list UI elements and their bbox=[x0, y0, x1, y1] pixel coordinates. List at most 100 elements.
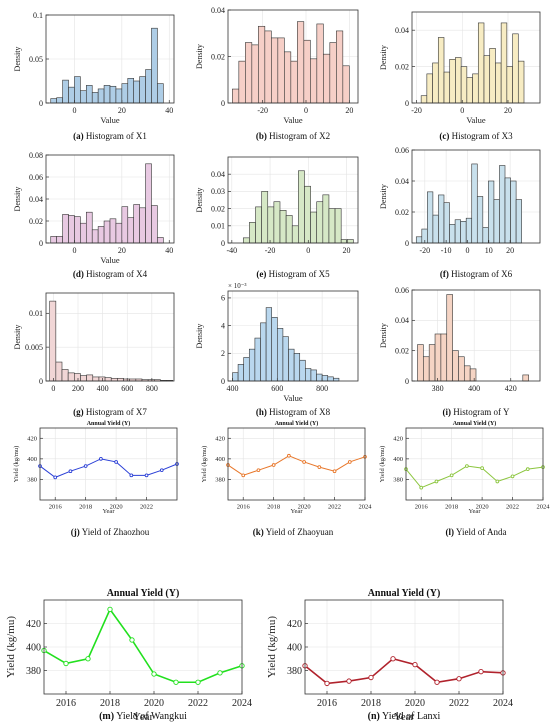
data-point bbox=[271, 463, 276, 467]
histogram-bar bbox=[437, 37, 445, 104]
x-tick-label: 2020 bbox=[110, 504, 123, 511]
data-point bbox=[390, 656, 396, 662]
panel-caption: (e) Histogram of X5 bbox=[256, 269, 330, 279]
histogram-bar bbox=[415, 236, 423, 244]
data-point bbox=[478, 669, 484, 675]
histogram-bar bbox=[476, 196, 484, 244]
histogram-bar bbox=[477, 22, 485, 104]
caption-letter: (n) bbox=[368, 711, 380, 722]
histogram-bar bbox=[264, 30, 272, 104]
caption-letter: (j) bbox=[71, 527, 80, 537]
y-axis-label: Yield (kg/mu) bbox=[201, 446, 208, 483]
caption-text: Histogram of X7 bbox=[84, 407, 148, 417]
histogram-bar bbox=[248, 348, 256, 382]
caption-letter: (e) bbox=[256, 269, 266, 279]
histogram-bar bbox=[303, 39, 311, 104]
histogram-bar bbox=[80, 222, 87, 244]
histogram-bar bbox=[103, 220, 111, 244]
histogram-bar bbox=[145, 69, 152, 104]
caption-letter: (b) bbox=[256, 131, 267, 141]
y-axis-label: Density bbox=[195, 188, 204, 213]
histogram-bar bbox=[506, 66, 513, 104]
panel-caption: (m) Yield of Wangkui bbox=[99, 711, 187, 722]
histogram-bar bbox=[139, 207, 146, 244]
histogram-bar bbox=[85, 211, 93, 244]
data-point bbox=[83, 464, 88, 468]
histogram-bar bbox=[420, 95, 428, 104]
series-line bbox=[39, 458, 178, 478]
histogram-bar bbox=[279, 210, 287, 244]
y-tick-label: 0 bbox=[221, 99, 225, 108]
x-axis-label: Value bbox=[466, 115, 486, 125]
x-axis-label: Year bbox=[291, 508, 304, 515]
y-tick-label: 0.04 bbox=[395, 177, 409, 186]
panel-caption: (b) Histogram of X2 bbox=[256, 131, 330, 141]
histogram-bar bbox=[91, 229, 99, 244]
panel-d: 0 20 40 0 0.02 0.04 0.06 0.08 Density Value (d) Hi… bbox=[13, 151, 175, 279]
plot-area bbox=[46, 293, 174, 381]
histogram-bar bbox=[288, 348, 295, 382]
histogram-bar bbox=[323, 53, 331, 104]
x-tick-label: 400 bbox=[226, 384, 238, 393]
y-tick-label: 0.04 bbox=[395, 316, 409, 325]
histogram-bar bbox=[261, 191, 269, 244]
histogram-bar bbox=[293, 353, 301, 382]
chart-title: Annual Yield (Y) bbox=[107, 588, 180, 599]
x-tick-label: 420 bbox=[505, 384, 517, 393]
histogram-bar bbox=[133, 204, 140, 244]
histogram-bar bbox=[463, 365, 471, 382]
x-tick-label: 0 bbox=[51, 384, 55, 393]
data-point bbox=[525, 467, 530, 471]
x-tick-label: 2020 bbox=[298, 504, 311, 511]
y-axis-label: Yield (kg/mu) bbox=[266, 616, 278, 678]
histogram-bar bbox=[342, 65, 350, 104]
x-tick-label: 2016 bbox=[415, 504, 429, 511]
caption-letter: (h) bbox=[256, 407, 267, 417]
histogram-bar bbox=[482, 227, 489, 244]
axes-frame bbox=[227, 156, 359, 244]
histogram-bar bbox=[115, 88, 123, 104]
histogram-bar bbox=[97, 226, 105, 244]
axes-frame bbox=[411, 149, 541, 244]
histogram-bar bbox=[80, 375, 87, 382]
x-tick-label: 800 bbox=[146, 384, 158, 393]
histogram-bar bbox=[432, 214, 439, 244]
histogram-bar bbox=[157, 237, 164, 244]
histogram-bar bbox=[110, 377, 118, 382]
caption-letter: (g) bbox=[73, 407, 84, 417]
panel-f: -20 -10 0 10 20 0 0.02 0.04 0.06 Density (f) Histo… bbox=[379, 146, 541, 279]
axes-frame bbox=[411, 11, 541, 104]
x-tick-label: 10 bbox=[485, 246, 493, 255]
histogram-bar bbox=[455, 57, 462, 104]
x-tick-label: 0 bbox=[304, 106, 308, 115]
x-tick-label: 2022 bbox=[328, 504, 341, 511]
x-tick-label: 380 bbox=[432, 384, 444, 393]
histogram-bar bbox=[62, 214, 69, 244]
histogram-bar bbox=[328, 208, 336, 244]
y-tick-label: 0.02 bbox=[211, 204, 225, 213]
panel-k: 2016 2018 2020 2022 2024 380 400 420 Yield (kg/m… bbox=[201, 420, 372, 537]
histogram-bar bbox=[104, 377, 112, 382]
y-axis-label: Density bbox=[379, 184, 388, 209]
histogram-bar bbox=[449, 59, 456, 104]
data-point bbox=[347, 460, 352, 464]
caption-text: Histogram of X4 bbox=[84, 269, 148, 279]
panel-caption: (k) Yield of Zhaoyuan bbox=[253, 527, 334, 537]
histogram-bar bbox=[86, 374, 94, 382]
histogram-bar bbox=[291, 225, 299, 244]
histogram-bar bbox=[449, 224, 456, 244]
data-point bbox=[495, 479, 500, 484]
plot-area bbox=[40, 428, 177, 500]
data-point bbox=[449, 473, 454, 478]
y-tick-label: 400 bbox=[287, 643, 302, 654]
y-tick-label: 0 bbox=[405, 239, 409, 248]
histogram-bar bbox=[103, 85, 111, 104]
x-tick-label: 400 bbox=[97, 384, 109, 393]
y-tick-label: 0.02 bbox=[395, 346, 409, 355]
histogram-bar bbox=[322, 194, 330, 244]
data-point bbox=[129, 637, 135, 643]
histogram-bar bbox=[316, 201, 324, 244]
plot-area bbox=[406, 428, 543, 500]
data-point bbox=[346, 678, 352, 684]
x-tick-label: 2020 bbox=[405, 698, 425, 709]
